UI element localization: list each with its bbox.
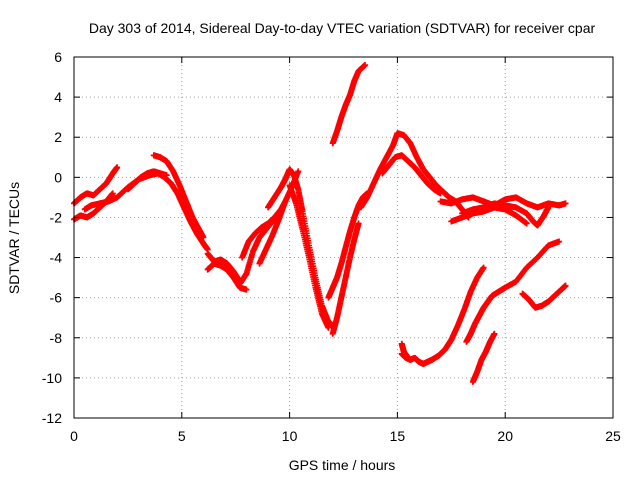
- series-arc9: [239, 206, 284, 261]
- y-tick-label: -12: [42, 410, 62, 426]
- data-point: [325, 324, 332, 331]
- x-tick-label: 5: [178, 428, 186, 444]
- y-tick-label: 0: [54, 169, 62, 185]
- data-marks: [71, 62, 569, 385]
- data-point: [295, 168, 302, 175]
- series-arc1: [71, 164, 121, 207]
- y-tick-label: -10: [42, 370, 62, 386]
- y-tick-label: -2: [50, 209, 63, 225]
- tick-label-layer: 0 5 10 15 20 25 -12 -10 -8 -6 -4 -2 0 2 4 6: [42, 49, 621, 444]
- data-point: [355, 220, 362, 227]
- data-point: [362, 62, 369, 69]
- series-arc17: [379, 152, 444, 197]
- data-point: [437, 190, 444, 197]
- data-point: [109, 190, 116, 197]
- series-arc15: [329, 62, 369, 147]
- data-point: [200, 234, 207, 241]
- plot-frame: [73, 56, 614, 419]
- data-point: [562, 200, 569, 207]
- series-arc25: [519, 282, 569, 311]
- x-tick-label: 0: [70, 428, 78, 444]
- series-arc4: [124, 168, 170, 193]
- y-tick-label: -4: [50, 250, 63, 266]
- series-arc12: [286, 182, 332, 331]
- y-tick-label: -8: [50, 330, 63, 346]
- y-tick-label: 2: [54, 129, 62, 145]
- series-arc11: [265, 166, 336, 329]
- series-arc21: [398, 264, 487, 367]
- series-arc16: [357, 130, 472, 221]
- series-arc23: [463, 238, 563, 345]
- series-arc20: [448, 204, 530, 227]
- grid-layer: [74, 57, 613, 418]
- data-point: [405, 354, 412, 361]
- x-tick-label: 10: [282, 428, 298, 444]
- series-arc19: [459, 200, 552, 229]
- data-point: [556, 238, 563, 245]
- data-point: [491, 330, 498, 337]
- data-point: [243, 286, 250, 293]
- x-tick-label: 15: [390, 428, 406, 444]
- series-arc22: [398, 340, 412, 361]
- y-tick-label: 6: [54, 49, 62, 65]
- data-point: [480, 264, 487, 271]
- data-point: [562, 282, 569, 289]
- chart-title: Day 303 of 2014, Sidereal Day-to-day VTE…: [89, 20, 596, 36]
- x-tick-label: 25: [605, 428, 621, 444]
- data-point: [523, 220, 530, 227]
- data-point: [545, 204, 552, 211]
- y-tick-label: -6: [50, 290, 63, 306]
- tick-layer: [73, 56, 614, 419]
- series-arc24: [469, 330, 498, 385]
- series-arc13: [325, 190, 371, 301]
- x-tick-label: 20: [497, 428, 513, 444]
- data-point: [163, 172, 170, 179]
- series-arc7: [204, 250, 244, 285]
- y-tick-label: 4: [54, 89, 62, 105]
- series-arc5: [150, 152, 207, 241]
- y-axis-label: SDTVAR / TECUs: [6, 182, 22, 294]
- series-arc14: [329, 220, 362, 337]
- data-point: [114, 164, 121, 171]
- x-axis-label: GPS time / hours: [289, 457, 396, 473]
